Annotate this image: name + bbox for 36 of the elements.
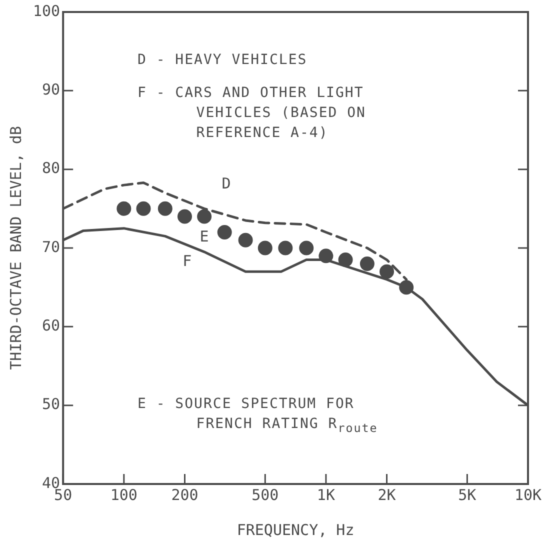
x-tick-label: 10K (514, 486, 542, 504)
point (360, 256, 374, 271)
y-tick-label: 60 (42, 316, 60, 335)
y-tick-label: 100 (33, 2, 60, 20)
series-label: E (200, 227, 209, 246)
annotation: E - SOURCE SPECTRUM FOR FRENCH RATING R$_{route}$ (137, 395, 379, 438)
point (278, 240, 293, 256)
x-tick-label: 200 (171, 486, 198, 504)
x-tick-label: 1K (316, 486, 335, 504)
y-tick-label: 90 (42, 80, 60, 99)
point (299, 240, 314, 256)
point (380, 264, 394, 279)
y-tick-label: 50 (42, 395, 60, 414)
y-axis-title: THIRD-OCTAVE BAND LEVEL, dB (6, 126, 25, 370)
x-tick-label: 500 (252, 486, 279, 504)
point (116, 201, 132, 216)
point (136, 201, 151, 216)
x-axis-title: FREQUENCY, Hz (236, 520, 354, 539)
y-tick-label: 70 (42, 238, 60, 256)
annotation: D - HEAVY VEHICLES (137, 50, 308, 70)
point (177, 209, 192, 224)
point (258, 240, 272, 256)
point (158, 201, 172, 216)
x-tick-label: 100 (110, 486, 138, 504)
y-tick-label: 80 (42, 159, 60, 178)
point (338, 252, 353, 268)
x-tick-label: 5K (458, 486, 476, 504)
point (238, 232, 253, 248)
series-label: D (222, 174, 231, 193)
point (217, 225, 232, 240)
point (318, 248, 334, 264)
point (197, 209, 212, 224)
annotation: F - CARS AND OTHER LIGHT VEHICLES (BASED ON REFERENCE A-4) (137, 84, 367, 143)
point (399, 280, 414, 295)
x-tick-label: 2K (378, 486, 396, 504)
series-label: F (182, 252, 192, 270)
